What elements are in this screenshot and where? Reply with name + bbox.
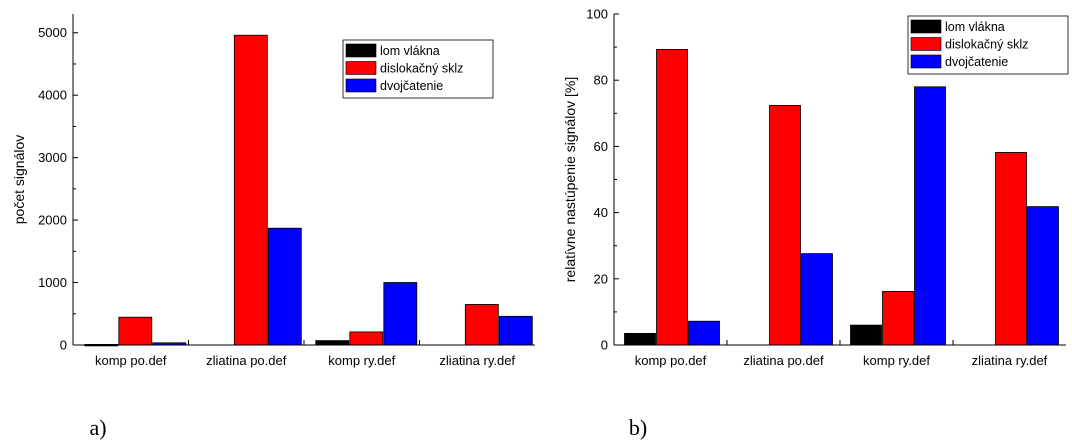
bar-dvojčatenie-3 [1027,206,1059,346]
bar-dislokačný-sklz-2 [882,290,914,346]
panel-label: a) [89,415,106,440]
x-category-label: zliatina ry.def [972,353,1048,368]
bar-dislokačný-sklz-0 [656,49,688,346]
y-tick-label: 80 [594,73,608,88]
y-tick-label: 4000 [38,88,67,103]
bar-dislokačný-sklz-0 [118,316,153,346]
x-category-label: komp po.def [635,353,707,368]
y-axis-label: počet signálov [11,135,27,225]
x-category-label: komp ry.def [328,353,395,368]
legend-swatch [910,37,942,51]
legend: lom vlákna dislokačný sklz dvojčatenie [342,39,494,99]
legend-swatch [345,78,377,93]
legend-swatch [345,61,377,75]
legend-label: dislokačný sklz [945,38,1028,52]
bar-dislokačný-sklz-3 [995,151,1027,346]
legend-swatch [910,54,942,69]
x-category-label: zliatina ry.def [439,353,515,368]
x-category-label: zliatina po.def [743,353,824,368]
legend: lom vlákna dislokačný sklz dvojčatenie [907,15,1069,75]
bar-dislokačný-sklz-3 [464,303,499,346]
y-axis-label: relatívne nastúpenie signálov [%] [562,77,578,282]
bar-dislokačný-sklz-1 [233,34,268,346]
panel-label: b) [629,415,647,440]
x-category-label: komp ry.def [863,353,930,368]
x-category-label: zliatina po.def [206,353,287,368]
y-tick-label: 5000 [38,25,67,40]
legend-label: lom vlákna [945,20,1005,34]
bar-dvojčatenie-3 [498,315,533,346]
bar-dvojčatenie-2 [914,86,946,346]
legend-swatch [345,43,377,58]
y-tick-label: 2000 [38,213,67,228]
y-tick-label: 100 [586,7,608,22]
chart-a: 0 1000 2000 3000 4000 5000 komp po.def zliatina… [11,14,535,440]
legend-label: dvojčatenie [945,55,1008,69]
legend-swatch [910,19,942,34]
bar-lom-vlákna-0 [624,332,656,346]
y-tick-label: 3000 [38,150,67,165]
legend-label: dislokačný sklz [380,62,463,76]
bar-dvojčatenie-2 [383,282,418,346]
y-tick-label: 0 [60,338,67,353]
x-category-label: komp po.def [95,353,167,368]
bar-lom-vlákna-2 [850,324,882,346]
bar-dvojčatenie-0 [688,320,720,346]
legend-label: lom vlákna [380,44,440,58]
bar-dvojčatenie-1 [267,227,302,346]
bar-dvojčatenie-1 [801,253,833,346]
chart-b: 0 20 40 60 80 100 komp po.def zliatina po.def ko… [562,7,1069,440]
y-tick-label: 60 [594,139,608,154]
y-tick-label: 20 [594,271,608,286]
y-tick-label: 0 [601,338,608,353]
bar-dislokačný-sklz-1 [769,105,801,346]
bar-lom-vlákna-2 [315,340,350,346]
bar-dislokačný-sklz-2 [349,331,384,346]
legend-label: dvojčatenie [380,79,443,93]
y-tick-label: 1000 [38,275,67,290]
y-tick-label: 40 [594,205,608,220]
